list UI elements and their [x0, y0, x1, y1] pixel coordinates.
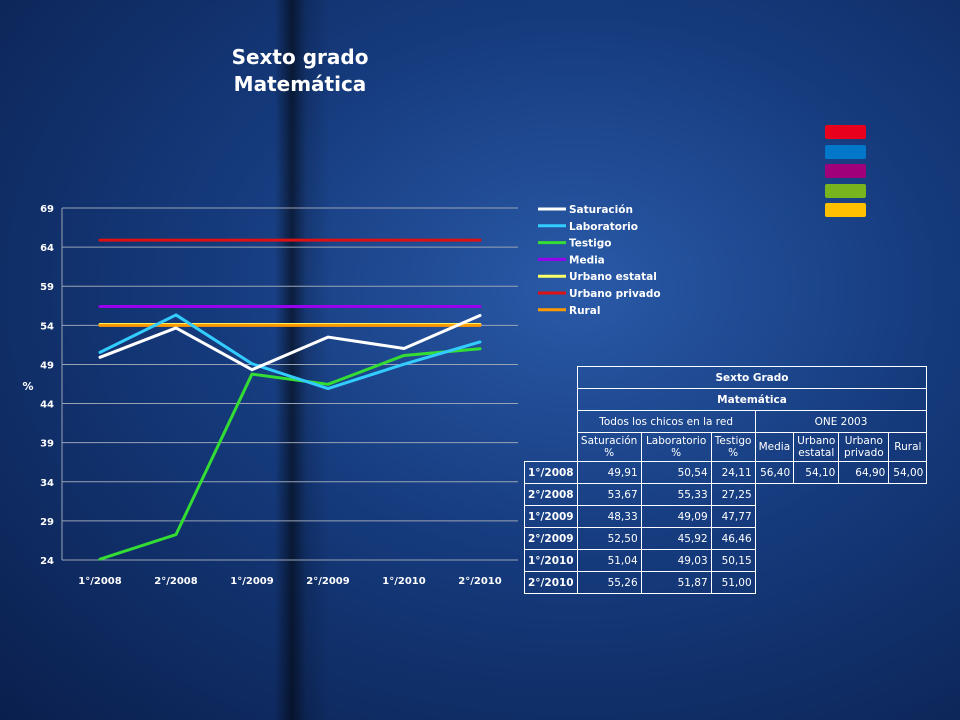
cell-testigo: 47,77 — [710, 505, 756, 528]
chart-title-line-1: Sexto grado — [231, 45, 369, 69]
row-label: 1°/2008 — [524, 461, 578, 484]
x-tick-label: 2°/2009 — [306, 576, 349, 587]
series-line — [98, 313, 482, 391]
cell-testigo: 50,15 — [710, 549, 756, 572]
color-swatch — [825, 184, 866, 198]
series-line — [98, 313, 482, 372]
legend-label: Testigo — [569, 238, 612, 250]
cell-laboratorio: 50,54 — [640, 461, 712, 484]
legend-label: Laboratorio — [569, 221, 638, 233]
legend-label: Media — [569, 254, 605, 266]
y-tick-label: 59 — [40, 282, 54, 293]
cell-laboratorio: 51,87 — [640, 571, 712, 594]
legend-label: Rural — [569, 305, 600, 317]
row-label: 1°/2010 — [524, 549, 578, 572]
color-swatch — [825, 125, 866, 139]
cell-saturacion: 51,04 — [576, 549, 642, 572]
y-tick-label: 24 — [40, 556, 54, 567]
x-tick-label: 2°/2010 — [458, 576, 501, 587]
row-label: 1°/2009 — [524, 505, 578, 528]
data-table: Sexto Grado Matemática Todos los chicos … — [524, 366, 928, 594]
table-group-red: Todos los chicos en la red — [576, 410, 756, 433]
legend-label: Urbano privado — [569, 288, 661, 300]
cell-testigo: 46,46 — [710, 527, 756, 550]
y-tick-label: 29 — [40, 517, 54, 528]
cell-urbano-privado: 64,90 — [838, 461, 890, 484]
cell-laboratorio: 55,33 — [640, 483, 712, 506]
y-axis-label: % — [22, 380, 33, 393]
row-label: 2°/2008 — [524, 483, 578, 506]
color-swatch — [825, 203, 866, 217]
cell-testigo: 24,11 — [710, 461, 756, 484]
table-row: 1°/2010 51,04 49,03 50,15 — [524, 549, 927, 572]
legend-label: Saturación — [569, 204, 633, 216]
chart-title: Sexto grado Matemática — [180, 44, 420, 98]
y-tick-label: 34 — [40, 478, 54, 489]
row-label: 2°/2010 — [524, 571, 578, 594]
legend-label: Urbano estatal — [569, 271, 657, 283]
cell-testigo: 51,00 — [710, 571, 756, 594]
y-tick-label: 49 — [40, 360, 54, 371]
cell-saturacion: 49,91 — [576, 461, 642, 484]
color-swatch — [825, 164, 866, 178]
table-group-one: ONE 2003 — [754, 410, 928, 433]
cell-testigo: 27,25 — [710, 483, 756, 506]
table-title: Sexto Grado — [576, 366, 928, 389]
cell-urbano-estatal: 54,10 — [793, 461, 840, 484]
table-row: 1°/2009 48,33 49,09 47,77 — [524, 505, 927, 528]
y-tick-label: 39 — [40, 439, 54, 450]
x-tick-label: 1°/2009 — [230, 576, 273, 587]
series-line — [98, 347, 482, 561]
table-row: 2°/2010 55,26 51,87 51,00 — [524, 571, 927, 594]
chart-title-line-2: Matemática — [233, 72, 367, 96]
col-header-rural: Rural — [888, 432, 928, 462]
cell-laboratorio: 49,09 — [640, 505, 712, 528]
cell-saturacion: 52,50 — [576, 527, 642, 550]
cell-saturacion: 48,33 — [576, 505, 642, 528]
col-header-urbano-privado: Urbano privado — [838, 432, 890, 462]
color-swatch — [825, 145, 866, 159]
cell-laboratorio: 49,03 — [640, 549, 712, 572]
col-header-media: Media — [754, 432, 795, 462]
cell-laboratorio: 45,92 — [640, 527, 712, 550]
y-tick-label: 44 — [40, 400, 54, 411]
x-tick-label: 1°/2010 — [382, 576, 425, 587]
row-label: 2°/2009 — [524, 527, 578, 550]
table-row: 1°/2008 49,91 50,54 24,11 56,40 54,10 64… — [524, 461, 928, 484]
y-tick-label: 64 — [40, 243, 54, 254]
cell-rural: 54,00 — [888, 461, 928, 484]
x-tick-label: 2°/2008 — [154, 576, 197, 587]
cell-media: 56,40 — [754, 461, 795, 484]
table-subject: Matemática — [576, 388, 928, 411]
col-header-urbano-estatal: Urbano estatal — [793, 432, 840, 462]
col-header-laboratorio: Laboratorio % — [640, 432, 712, 462]
col-header-testigo: Testigo % — [710, 432, 756, 462]
y-tick-label: 54 — [40, 321, 54, 332]
table-row: 2°/2009 52,50 45,92 46,46 — [524, 527, 927, 550]
table-row: 2°/2008 53,67 55,33 27,25 — [524, 483, 927, 506]
y-tick-label: 69 — [40, 204, 54, 215]
x-tick-label: 1°/2008 — [78, 576, 121, 587]
col-header-saturacion: Saturación % — [576, 432, 642, 462]
cell-saturacion: 55,26 — [576, 571, 642, 594]
cell-saturacion: 53,67 — [576, 483, 642, 506]
